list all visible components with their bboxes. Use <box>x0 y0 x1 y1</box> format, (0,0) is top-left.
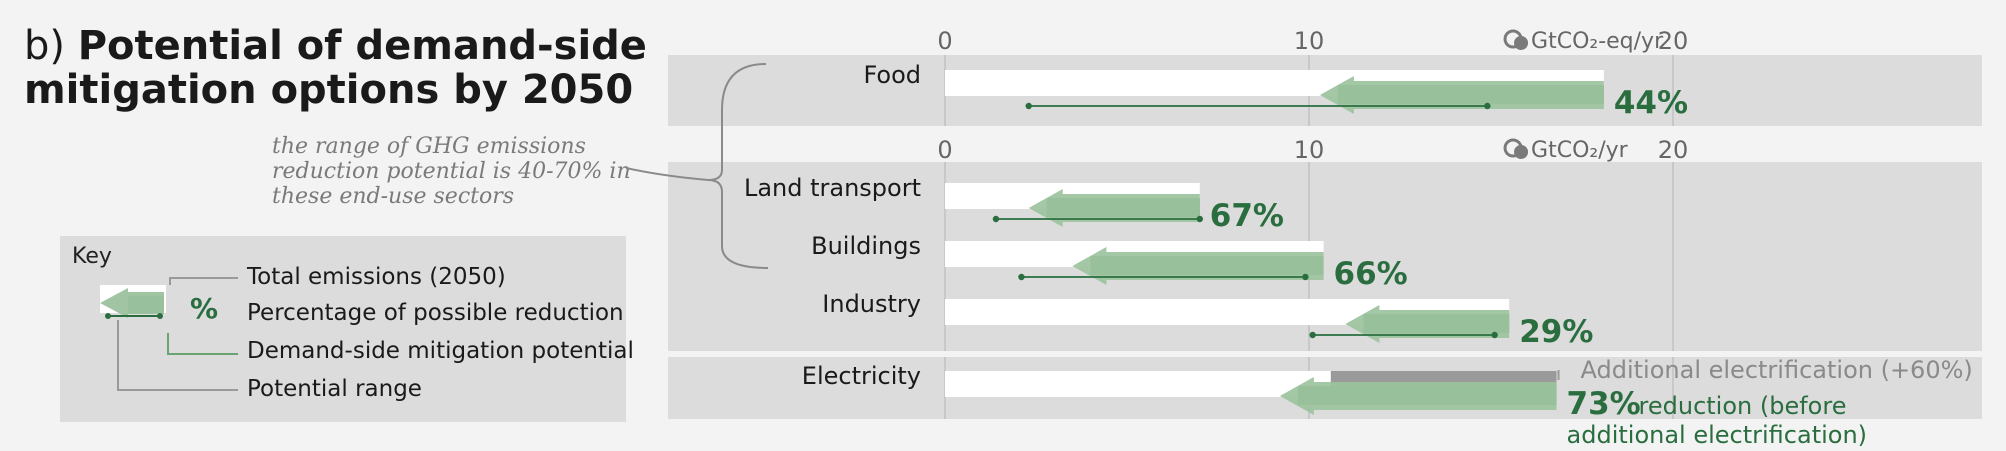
key-leader-range <box>117 320 238 391</box>
key-symbol <box>100 277 238 391</box>
range-max-dot-1-2 <box>1491 331 1498 339</box>
title-prefix: b) <box>24 23 65 69</box>
key-arrow-icon <box>100 288 164 318</box>
key-leader-total <box>169 277 238 285</box>
percent-caption-2-0: reduction (before <box>1639 392 1847 420</box>
page-title: b) Potential of demand-side mitigation o… <box>24 24 664 112</box>
range-annotation: the range of GHG emissions reduction pot… <box>272 134 631 209</box>
electrification-label-2-0: Additional electrification (+60%) <box>1581 356 1973 384</box>
sector-bracket <box>707 63 769 269</box>
tick-label-1-0: 0 <box>937 136 952 164</box>
percent-caption-2-2-0: additional electrification) <box>1567 421 1868 449</box>
category-label-1-2: Industry <box>822 290 921 318</box>
category-label-2-0: Electricity <box>802 362 921 390</box>
key-range-dot-right <box>157 313 163 319</box>
key-box: Key % Total emissions (2050) Percentage … <box>60 236 634 422</box>
mitigation-arrow-1-0 <box>1028 189 1200 227</box>
total-bar-2-0 <box>945 371 1331 397</box>
annotation-leader <box>625 167 709 181</box>
mitigation-arrow-2-0 <box>1279 377 1557 415</box>
range-max-dot-1-0 <box>1196 215 1204 223</box>
percent-label-0-0: 44% <box>1614 85 1688 121</box>
category-label-1-0: Land transport <box>744 174 921 202</box>
percent-label-1-0: 67% <box>1210 198 1284 234</box>
key-title: Key <box>72 244 112 269</box>
key-leader-mitigation <box>167 333 238 355</box>
tick-label-0-0: 0 <box>937 27 952 55</box>
unit-label-0: GtCO₂-eq/yr <box>1531 29 1664 54</box>
cloud-icon-b-1 <box>1514 145 1529 159</box>
category-label-0-0: Food <box>863 61 921 89</box>
mitigation-arrow-0-0 <box>1319 76 1604 114</box>
key-percent-symbol: % <box>190 292 219 325</box>
tick-label-0-1: 10 <box>1294 27 1325 55</box>
cloud-icon-b-0 <box>1514 36 1529 50</box>
key-label-total: Total emissions (2050) <box>247 264 506 290</box>
range-max-dot-1-1 <box>1302 273 1309 281</box>
range-min-dot-0-0 <box>1025 102 1032 110</box>
range-min-dot-1-2 <box>1309 331 1316 339</box>
category-label-1-1: Buildings <box>811 232 921 260</box>
unit-label-1: GtCO₂/yr <box>1531 138 1629 163</box>
key-label-range: Potential range <box>247 376 422 402</box>
mitigation-arrow-1-2 <box>1345 305 1510 343</box>
percent-label-1-1: 66% <box>1334 256 1408 292</box>
tick-label-0-2: 20 <box>1658 27 1689 55</box>
tick-label-1-1: 10 <box>1294 136 1325 164</box>
percent-label-2-0: 73% <box>1567 386 1641 422</box>
key-label-percentage: Percentage of possible reduction <box>247 300 624 326</box>
title-text: Potential of demand-side mitigation opti… <box>24 23 647 113</box>
range-max-dot-0-0 <box>1484 102 1491 110</box>
percent-label-1-2: 29% <box>1519 314 1593 350</box>
range-min-dot-1-0 <box>992 215 1000 223</box>
key-label-mitigation: Demand-side mitigation potential <box>247 338 634 364</box>
tick-label-1-2: 20 <box>1658 136 1689 164</box>
mitigation-arrow-1-1 <box>1072 247 1324 285</box>
range-min-dot-1-1 <box>1018 273 1025 281</box>
key-range-dot-left <box>105 313 111 319</box>
